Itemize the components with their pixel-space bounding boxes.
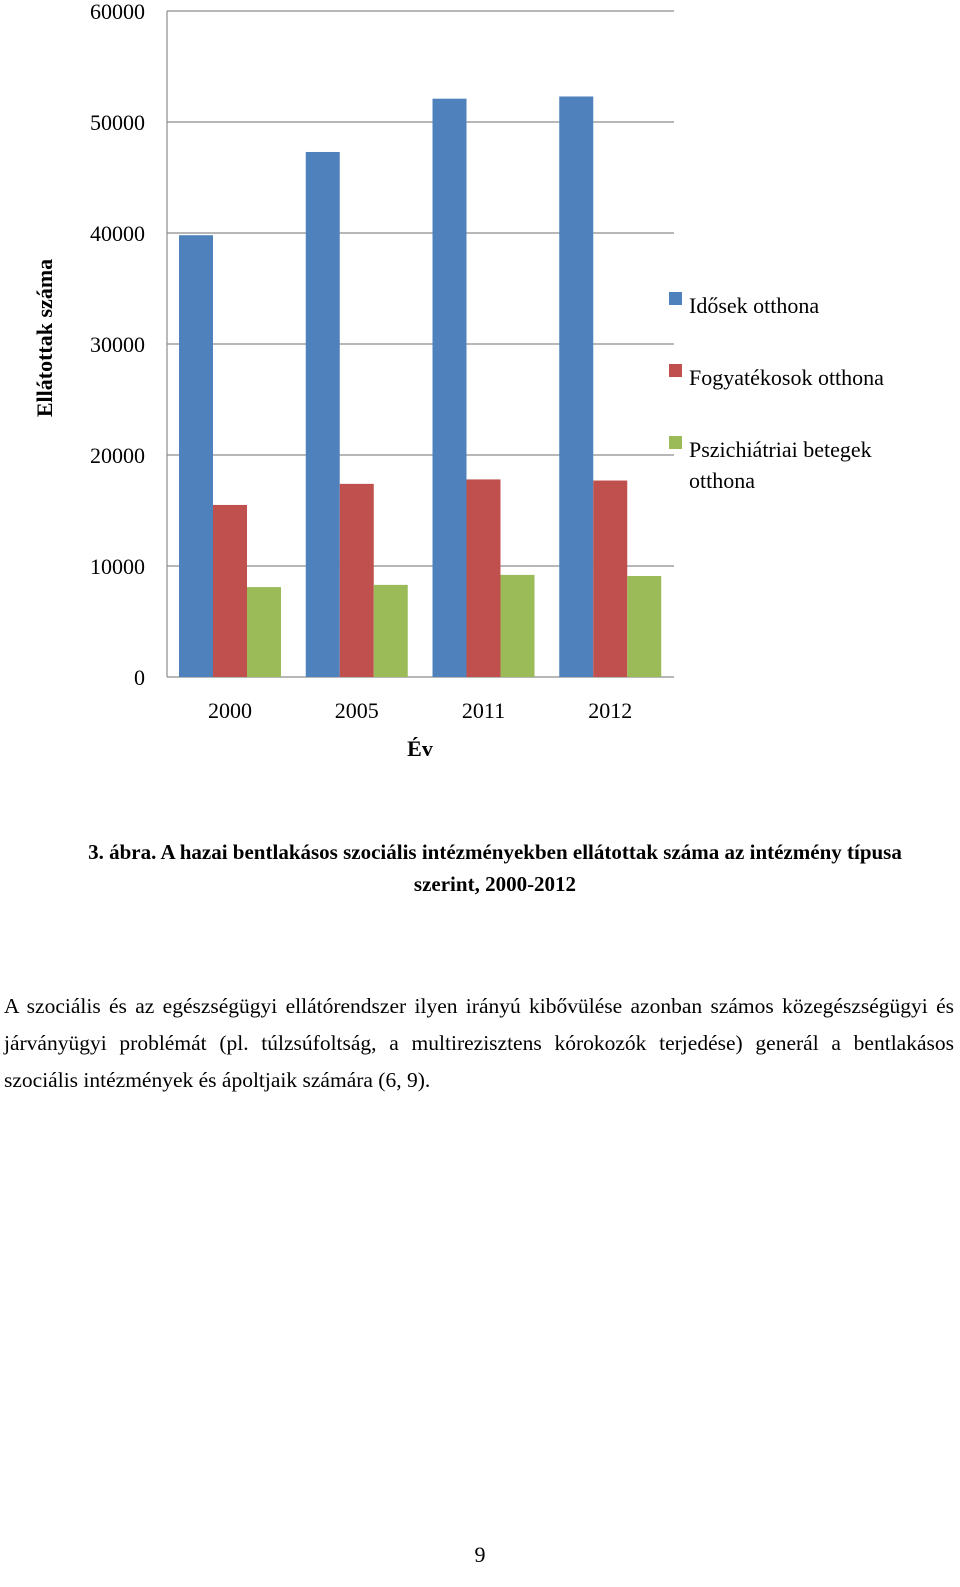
figure-caption-text: A hazai bentlakásos szociális intézménye… [160,840,902,896]
bar-2-2 [500,574,535,677]
bar-3-2 [627,575,662,677]
bar-0-1 [213,504,247,677]
bar-0-2 [247,587,281,677]
legend-swatch [669,364,682,377]
y-tick-label: 60000 [90,0,145,24]
bar-3-0 [559,96,594,678]
page-number: 9 [474,1542,486,1567]
y-tick-label: 40000 [90,221,145,246]
bar-0-0 [179,235,213,677]
bar-chart: 0 10000 20000 30000 40000 50000 60000 2000 2005 2… [32,0,884,761]
x-tick-label: 2005 [335,698,379,723]
body-paragraph: A szociális és az egészségügyi ellátóren… [4,994,954,1092]
legend-label: Pszichiátriai betegek otthona [689,437,872,493]
y-tick-label: 50000 [90,110,145,135]
legend-label: Idősek otthona [689,293,819,318]
bar-1-1 [339,483,374,677]
y-tick-label: 10000 [90,554,145,579]
y-tick-label: 0 [134,665,145,690]
figure-caption: 3. ábra. A hazai bentlakásos szociális i… [85,836,905,900]
bar-1-0 [305,151,340,678]
bar-2-1 [466,479,501,677]
x-tick-label: 2012 [588,698,632,723]
y-tick-label: 30000 [90,332,145,357]
x-tick-label: 2000 [208,698,252,723]
bar-3-1 [593,480,628,677]
legend-label: Fogyatékosok otthona [689,365,884,390]
legend-swatch [669,292,682,305]
y-axis-title: Ellátottak száma [32,259,57,417]
bar-1-2 [373,584,408,677]
bar-2-0 [432,98,467,677]
x-axis-title: Év [407,736,433,761]
y-tick-label: 20000 [90,443,145,468]
x-tick-label: 2011 [462,698,505,723]
figure-caption-label: 3. ábra. [88,840,157,864]
legend-swatch [669,436,682,449]
